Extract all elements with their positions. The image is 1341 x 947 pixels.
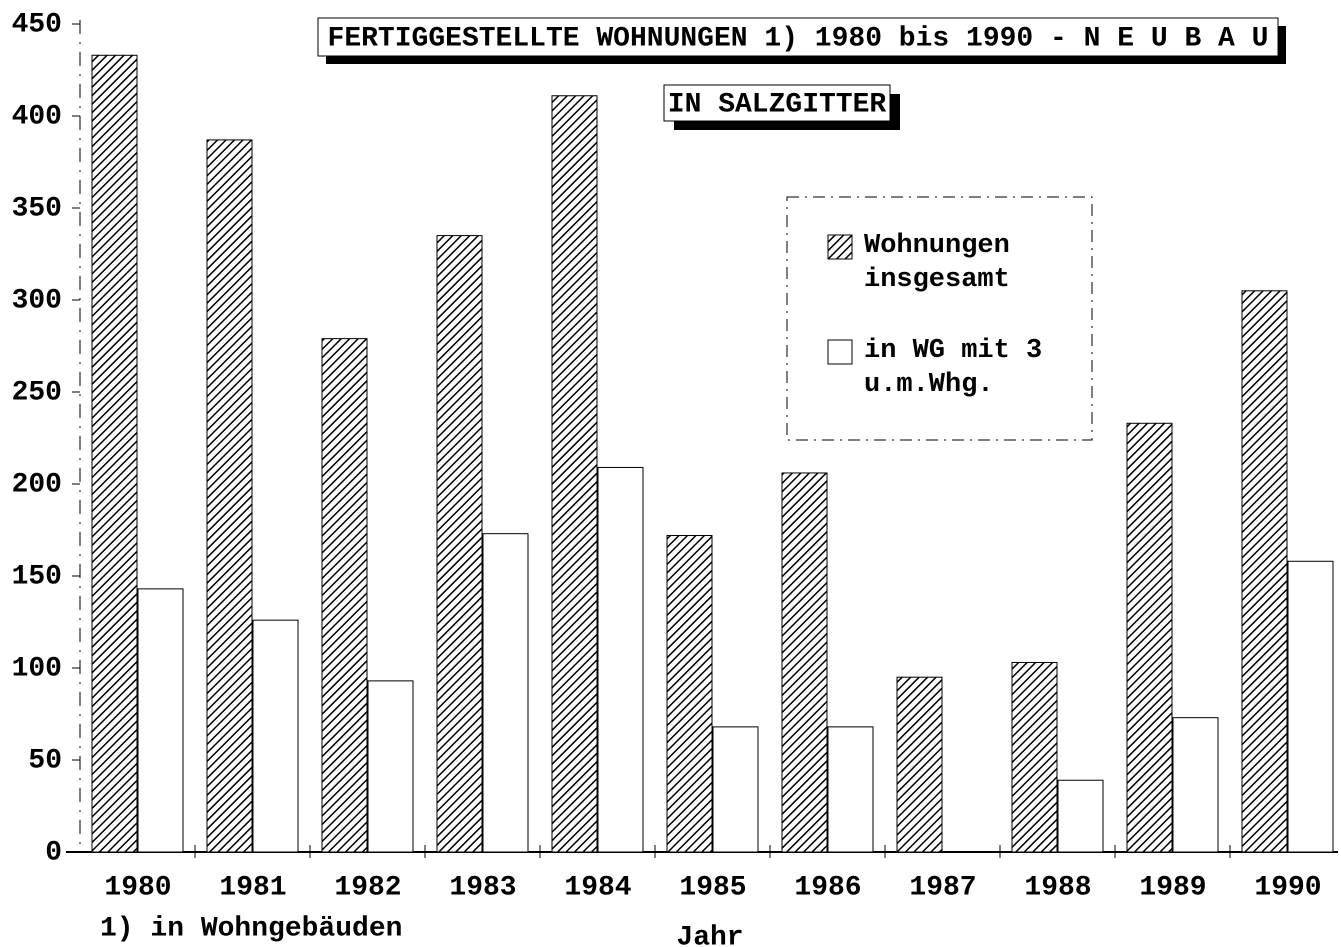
bar <box>252 619 299 853</box>
y-tick-label: 400 <box>12 101 62 132</box>
chart-subtitle: IN SALZGITTER <box>668 89 887 120</box>
bar <box>827 726 874 853</box>
y-tick-label: 200 <box>12 469 62 500</box>
legend-swatch <box>827 234 853 260</box>
bar <box>597 466 644 853</box>
y-tick-label: 50 <box>28 745 62 776</box>
y-tick-label: 250 <box>12 377 62 408</box>
legend-box <box>786 196 1093 441</box>
y-tick-label: 350 <box>12 193 62 224</box>
bar <box>436 235 483 853</box>
x-tick-label: 1990 <box>1254 872 1321 903</box>
bar <box>91 54 138 853</box>
y-tick-label: 150 <box>12 561 62 592</box>
bar <box>1241 290 1288 853</box>
bar <box>482 533 529 853</box>
y-tick-label: 0 <box>45 837 62 868</box>
bar <box>1126 422 1173 853</box>
x-tick-label: 1988 <box>1024 872 1091 903</box>
bar <box>137 588 184 853</box>
x-tick-label: 1980 <box>104 872 171 903</box>
bar <box>666 535 713 853</box>
chart-title: FERTIGGESTELLTE WOHNUNGEN 1) 1980 bis 19… <box>328 23 1269 54</box>
y-tick-label: 100 <box>12 653 62 684</box>
bar <box>1287 560 1334 853</box>
bar <box>896 676 943 853</box>
x-tick-label: 1982 <box>334 872 401 903</box>
bar <box>206 139 253 853</box>
bar <box>1172 717 1219 853</box>
x-axis-label: Jahr <box>676 922 743 947</box>
legend-label: Wohnungen insgesamt <box>864 231 1010 295</box>
x-tick-label: 1987 <box>909 872 976 903</box>
bar <box>367 680 414 853</box>
x-tick-label: 1989 <box>1139 872 1206 903</box>
bar <box>1011 661 1058 853</box>
footnote: 1) in Wohngebäuden <box>100 913 402 944</box>
y-tick-label: 300 <box>12 285 62 316</box>
x-tick-label: 1984 <box>564 872 631 903</box>
subtitle-box <box>663 84 891 122</box>
x-tick-label: 1981 <box>219 872 286 903</box>
bar <box>781 472 828 853</box>
bar <box>712 726 759 853</box>
x-tick-label: 1983 <box>449 872 516 903</box>
x-tick-label: 1986 <box>794 872 861 903</box>
legend-swatch <box>827 339 853 365</box>
bar <box>551 95 598 853</box>
legend-entry: in WG mit 3 u.m.Whg. <box>864 336 1043 400</box>
bar <box>321 338 368 853</box>
x-tick-label: 1985 <box>679 872 746 903</box>
title-box <box>317 17 1279 57</box>
bar <box>1057 779 1104 853</box>
y-tick-label: 450 <box>12 9 62 40</box>
legend-label: in WG mit 3 u.m.Whg. <box>864 336 1043 400</box>
legend-entry: Wohnungen insgesamt <box>864 231 1010 295</box>
